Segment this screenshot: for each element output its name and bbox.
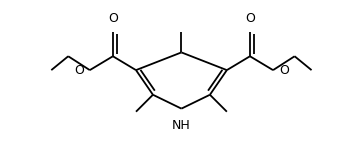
Text: O: O [279,64,289,77]
Text: O: O [74,64,84,77]
Text: NH: NH [172,119,191,132]
Text: O: O [108,12,118,25]
Text: O: O [245,12,255,25]
